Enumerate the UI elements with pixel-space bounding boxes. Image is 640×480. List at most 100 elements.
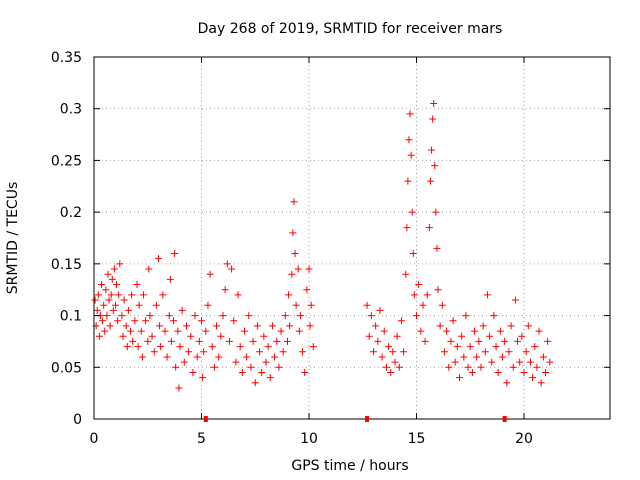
- grid-lines: [94, 57, 610, 419]
- data-point: [118, 312, 126, 320]
- data-point: [421, 337, 429, 345]
- x-tick-label: 15: [408, 431, 426, 447]
- y-axis-label: SRMTID / TECUs: [5, 182, 21, 295]
- data-point: [507, 322, 515, 330]
- data-point: [217, 332, 225, 340]
- data-point: [402, 270, 410, 278]
- data-point: [295, 327, 303, 335]
- data-point: [473, 353, 481, 361]
- y-tick-label: 0.3: [60, 102, 82, 118]
- data-point: [431, 162, 439, 170]
- data-point: [494, 368, 502, 376]
- y-tick-label: 0.05: [51, 360, 82, 376]
- data-point: [391, 358, 399, 366]
- data-point: [385, 343, 393, 351]
- data-point: [438, 301, 446, 309]
- data-point: [524, 322, 532, 330]
- y-tick-labels: 0 0.05 0.1 0.15 0.2 0.25 0.3 0.35: [51, 50, 82, 428]
- data-point: [481, 348, 489, 356]
- data-point: [533, 363, 541, 371]
- data-point: [516, 358, 524, 366]
- data-point: [468, 368, 476, 376]
- data-point: [93, 306, 101, 314]
- data-point: [264, 343, 272, 351]
- data-point: [195, 337, 203, 345]
- data-point: [219, 312, 227, 320]
- x-tick-label: 0: [90, 431, 99, 447]
- data-point: [496, 327, 504, 335]
- data-point: [531, 343, 539, 351]
- data-point: [187, 332, 195, 340]
- data-point: [245, 312, 253, 320]
- data-point: [365, 332, 373, 340]
- data-point: [511, 296, 519, 304]
- data-point: [490, 312, 498, 320]
- data-point: [145, 265, 153, 273]
- data-point: [129, 337, 137, 345]
- y-tick-label: 0.35: [51, 50, 82, 66]
- data-point: [395, 363, 403, 371]
- data-point: [213, 322, 221, 330]
- data-point: [514, 337, 522, 345]
- data-point: [303, 286, 311, 294]
- data-point: [107, 291, 115, 299]
- data-point: [94, 291, 102, 299]
- data-point: [116, 260, 124, 268]
- data-point: [99, 317, 107, 325]
- data-point: [445, 363, 453, 371]
- data-point: [262, 358, 270, 366]
- data-point: [529, 374, 537, 382]
- data-point: [167, 337, 175, 345]
- data-point: [509, 363, 517, 371]
- data-point: [535, 327, 543, 335]
- data-point: [367, 312, 375, 320]
- data-point: [488, 358, 496, 366]
- data-point: [544, 337, 552, 345]
- data-point: [404, 177, 412, 185]
- chart-title: Day 268 of 2019, SRMTID for receiver mar…: [198, 21, 503, 37]
- x-tick-label: 5: [197, 431, 206, 447]
- data-point: [138, 353, 146, 361]
- data-point: [266, 374, 274, 382]
- data-point: [428, 146, 436, 154]
- data-point: [520, 368, 528, 376]
- data-point: [161, 327, 169, 335]
- data-point: [199, 374, 207, 382]
- data-point: [109, 306, 117, 314]
- data-point: [462, 312, 470, 320]
- data-point: [176, 343, 184, 351]
- data-point: [432, 208, 440, 216]
- data-point: [146, 312, 154, 320]
- data-point: [133, 281, 141, 289]
- data-point: [518, 332, 526, 340]
- axis-marker: [365, 416, 370, 422]
- data-point: [182, 322, 190, 330]
- data-point: [408, 208, 416, 216]
- y-tick-label: 0.2: [60, 205, 82, 221]
- data-point: [288, 270, 296, 278]
- data-point: [234, 291, 242, 299]
- data-point: [268, 322, 276, 330]
- data-point: [546, 358, 554, 366]
- x-tick-label: 10: [300, 431, 318, 447]
- data-point: [451, 358, 459, 366]
- data-point: [112, 301, 119, 309]
- data-point: [243, 353, 251, 361]
- data-point: [486, 332, 494, 340]
- y-tick-label: 0.25: [51, 153, 82, 169]
- data-point: [144, 337, 152, 345]
- x-axis-label: GPS time / hours: [291, 458, 408, 474]
- data-point: [157, 343, 165, 351]
- data-point: [286, 322, 294, 330]
- data-point: [458, 332, 466, 340]
- data-point: [108, 275, 116, 283]
- y-tick-label: 0.15: [51, 257, 82, 273]
- data-point: [135, 301, 143, 309]
- data-point: [238, 368, 246, 376]
- data-point: [95, 332, 103, 340]
- data-point: [405, 136, 413, 144]
- data-point: [260, 332, 268, 340]
- data-point: [128, 291, 136, 299]
- data-point: [449, 317, 457, 325]
